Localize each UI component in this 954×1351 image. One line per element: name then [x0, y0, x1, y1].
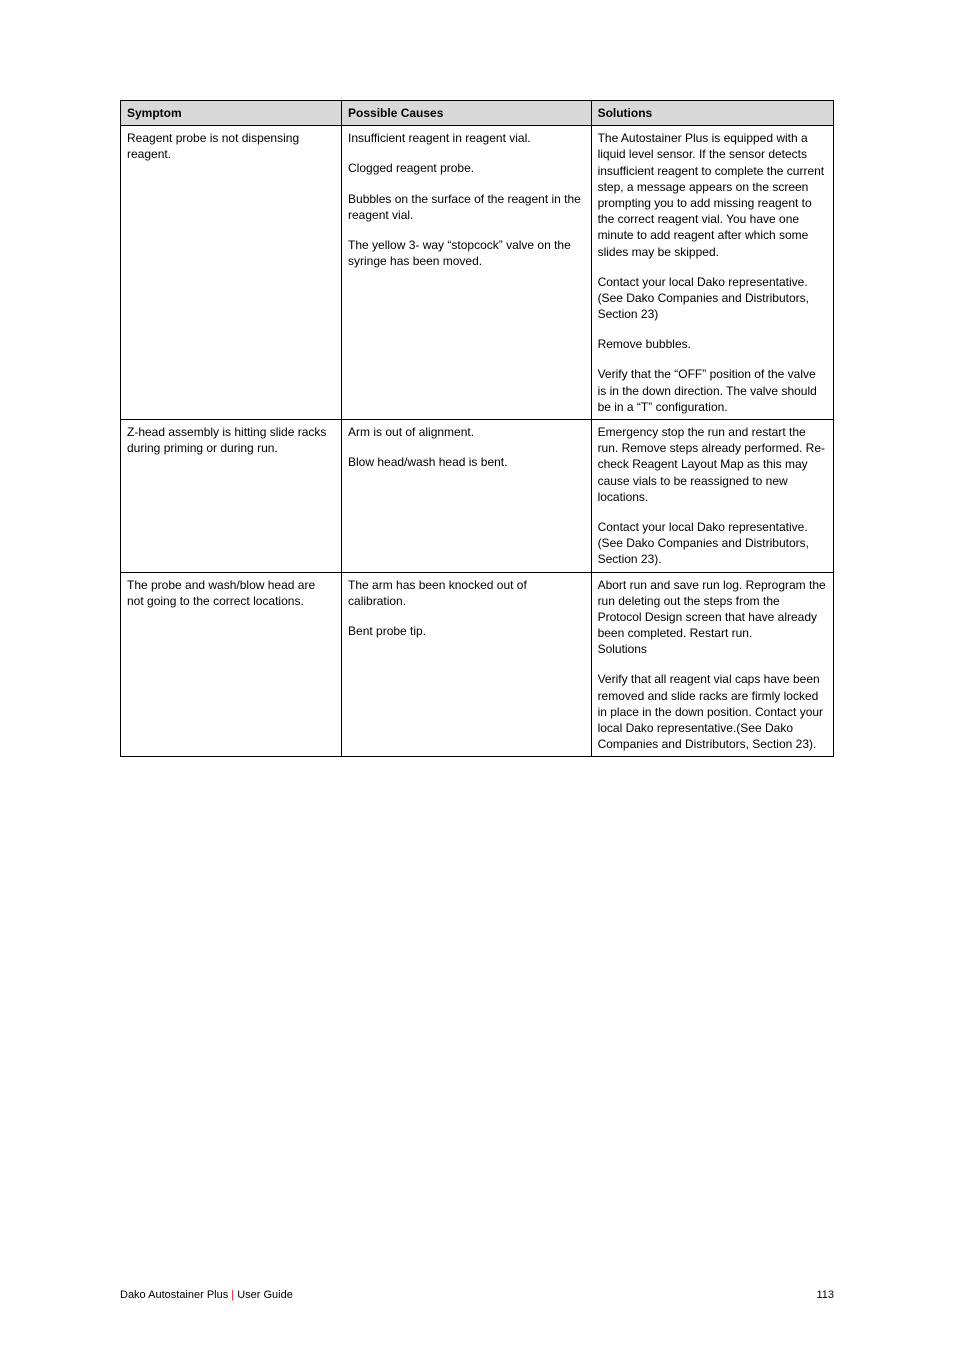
cell-solutions: The Autostainer Plus is equipped with a … [591, 126, 833, 420]
cause-text: Blow head/wash head is bent. [348, 454, 585, 470]
solution-text: Verify that the “OFF” position of the va… [598, 366, 827, 415]
solution-text: The Autostainer Plus is equipped with a … [598, 130, 827, 260]
solution-text: Verify that all reagent vial caps have b… [598, 671, 827, 752]
table-header-row: Symptom Possible Causes Solutions [121, 101, 834, 126]
page-footer: Dako Autostainer Plus | User Guide 113 [120, 1289, 834, 1301]
footer-suffix: User Guide [234, 1289, 293, 1301]
cell-symptom: Z-head assembly is hitting slide racks d… [121, 420, 342, 573]
cell-symptom: The probe and wash/blow head are not goi… [121, 572, 342, 757]
solution-text: Remove bubbles. [598, 336, 827, 352]
cell-solutions: Emergency stop the run and restart the r… [591, 420, 833, 573]
cause-text: Arm is out of alignment. [348, 424, 585, 440]
cause-text: Clogged reagent probe. [348, 160, 585, 176]
table-body: Reagent probe is not dispensing reagent.… [121, 126, 834, 757]
cell-symptom: Reagent probe is not dispensing reagent. [121, 126, 342, 420]
footer-product: Dako Autostainer Plus [120, 1289, 231, 1301]
table-row: The probe and wash/blow head are not goi… [121, 572, 834, 757]
cause-text: Bent probe tip. [348, 623, 585, 639]
solution-text: Contact your local Dako representative.(… [598, 519, 827, 568]
solution-text: Abort run and save run log. Reprogram th… [598, 577, 827, 658]
cell-causes: Arm is out of alignment. Blow head/wash h… [342, 420, 592, 573]
footer-page-number: 113 [816, 1289, 834, 1301]
cell-causes: Insufficient reagent in reagent vial. Clo… [342, 126, 592, 420]
cell-solutions: Abort run and save run log. Reprogram th… [591, 572, 833, 757]
table-row: Reagent probe is not dispensing reagent.… [121, 126, 834, 420]
th-solutions: Solutions [591, 101, 833, 126]
cell-causes: The arm has been knocked out of calibrat… [342, 572, 592, 757]
cause-text: Insufficient reagent in reagent vial. [348, 130, 585, 146]
solution-text: Contact your local Dako representative.(… [598, 274, 827, 323]
cause-text: Bubbles on the surface of the reagent in… [348, 191, 585, 223]
th-causes: Possible Causes [342, 101, 592, 126]
troubleshooting-table: Symptom Possible Causes Solutions Reagen… [120, 100, 834, 757]
solution-text: Emergency stop the run and restart the r… [598, 424, 827, 505]
table-row: Z-head assembly is hitting slide racks d… [121, 420, 834, 573]
cause-text: The yellow 3- way “stopcock” valve on th… [348, 237, 585, 269]
th-symptom: Symptom [121, 101, 342, 126]
footer-left: Dako Autostainer Plus | User Guide [120, 1289, 293, 1301]
cause-text: The arm has been knocked out of calibrat… [348, 577, 585, 609]
